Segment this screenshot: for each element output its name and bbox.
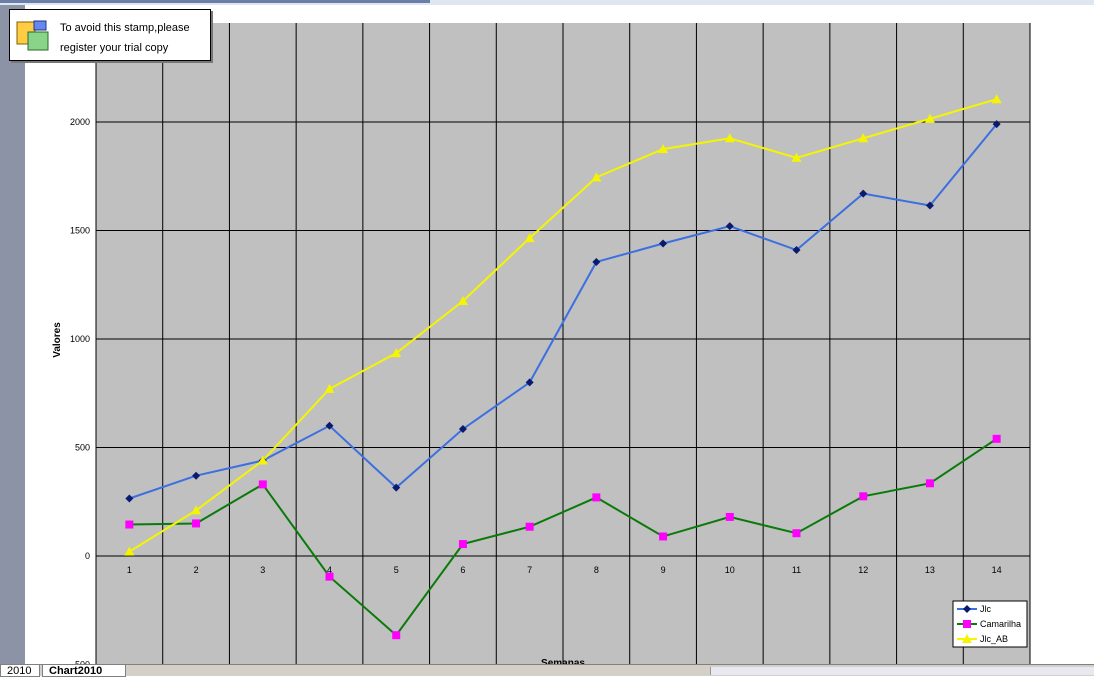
data-point-jlc_ab [391, 348, 402, 358]
data-point-jlc [992, 120, 1001, 129]
stamp-line-2: register your trial copy [60, 42, 169, 54]
data-point-jlc [592, 257, 601, 266]
y-tick-label: 500 [75, 443, 90, 453]
x-tick-label: 14 [992, 565, 1002, 575]
x-tick-label: 10 [725, 565, 735, 575]
windows-stack-icon [16, 20, 49, 51]
legend-label-camarilha: Camarilha [980, 619, 1021, 629]
data-point-camarilha [525, 522, 534, 531]
x-tick-label: 11 [792, 565, 801, 575]
trial-stamp: To avoid this stamp,please register your… [9, 9, 211, 61]
x-tick-label: 2 [194, 565, 199, 575]
data-point-jlc_ab [457, 296, 468, 306]
series-markers [124, 94, 1002, 640]
data-point-jlc [659, 239, 668, 248]
x-tick-label: 5 [394, 565, 399, 575]
data-point-jlc_ab [257, 455, 268, 465]
data-point-camarilha [258, 480, 267, 489]
data-point-jlc [525, 378, 534, 387]
x-tick-label: 13 [925, 565, 935, 575]
data-point-jlc [392, 483, 401, 492]
data-point-camarilha [725, 512, 734, 521]
data-point-jlc_ab [591, 172, 602, 182]
data-point-jlc [925, 201, 934, 210]
data-point-jlc [725, 222, 734, 231]
data-point-camarilha [125, 520, 134, 529]
sheet-tab-chart2010[interactable]: Chart2010 [42, 665, 126, 677]
data-point-camarilha [592, 493, 601, 502]
data-point-jlc [792, 246, 801, 255]
data-point-jlc_ab [991, 94, 1002, 104]
x-axis-tick-labels: 1 2 3 4 5 6 7 8 9 10 11 12 13 14 [127, 565, 1002, 575]
x-tick-label: 12 [858, 565, 868, 575]
data-point-jlc [859, 189, 868, 198]
x-tick-label: 7 [527, 565, 532, 575]
sheet-tab-2010[interactable]: 2010 [0, 665, 40, 677]
data-point-jlc_ab [524, 233, 535, 243]
stamp-line-1: To avoid this stamp,please [60, 22, 190, 34]
x-tick-label: 3 [260, 565, 265, 575]
y-tick-label: 1500 [70, 226, 90, 236]
data-point-jlc_ab [858, 133, 869, 143]
y-axis-label: Valores [52, 322, 63, 358]
data-point-camarilha [192, 519, 201, 528]
data-point-jlc_ab [924, 113, 935, 123]
window-top-bar-accent [0, 0, 430, 3]
data-point-camarilha [458, 540, 467, 549]
legend-marker-camarilha [963, 620, 971, 628]
x-tick-label: 1 [127, 565, 132, 575]
data-point-jlc_ab [791, 152, 802, 162]
data-point-camarilha [992, 434, 1001, 443]
data-point-jlc_ab [191, 505, 202, 515]
y-tick-label: 1000 [70, 334, 90, 344]
data-point-jlc_ab [124, 546, 135, 556]
y-tick-label: 0 [85, 551, 90, 561]
data-point-jlc_ab [724, 133, 735, 143]
x-tick-label: 6 [460, 565, 465, 575]
legend-label-jlc_ab: Jlc_AB [980, 634, 1008, 644]
data-point-jlc_ab [324, 383, 335, 393]
x-tick-label: 8 [594, 565, 599, 575]
data-point-camarilha [392, 631, 401, 640]
legend-label-jlc: Jlc [980, 604, 991, 614]
window-top-bar [0, 0, 1094, 5]
legend: Jlc Camarilha Jlc_AB [952, 600, 1028, 648]
series-line-jlc [129, 123, 998, 500]
gridlines [95, 23, 1031, 664]
data-point-jlc [325, 421, 334, 430]
data-point-jlc [192, 471, 201, 480]
legend-marker-jlc [963, 605, 971, 613]
data-point-jlc_ab [658, 144, 669, 154]
data-point-camarilha [325, 572, 334, 581]
data-point-jlc [458, 425, 467, 434]
data-point-camarilha [859, 492, 868, 501]
series-line-jlc_ab [128, 98, 997, 553]
data-point-camarilha [659, 532, 668, 541]
x-tick-label: 9 [661, 565, 666, 575]
horizontal-scrollbar[interactable] [710, 667, 1094, 675]
stamp-message: To avoid this stamp,please register your… [60, 18, 208, 58]
data-point-jlc [125, 494, 134, 503]
legend-marker-jlc_ab [962, 634, 972, 643]
series-lines [128, 98, 998, 637]
x-axis-label: Semanas [541, 658, 585, 669]
data-point-camarilha [925, 479, 934, 488]
x-tick-label: 4 [327, 565, 332, 575]
window-left-edge [0, 0, 25, 675]
y-tick-label: 2000 [70, 117, 90, 127]
series-line-camarilha [129, 437, 998, 637]
data-point-camarilha [792, 529, 801, 538]
